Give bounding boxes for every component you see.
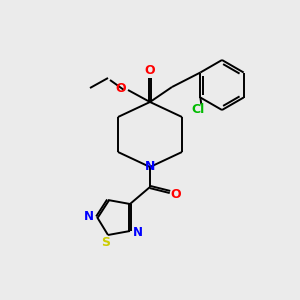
Text: O: O (171, 188, 181, 200)
Text: N: N (84, 209, 94, 223)
Text: N: N (145, 160, 155, 173)
Text: S: S (101, 236, 110, 250)
Text: Cl: Cl (192, 103, 205, 116)
Text: O: O (145, 64, 155, 77)
Text: N: N (133, 226, 143, 238)
Text: O: O (116, 82, 126, 95)
